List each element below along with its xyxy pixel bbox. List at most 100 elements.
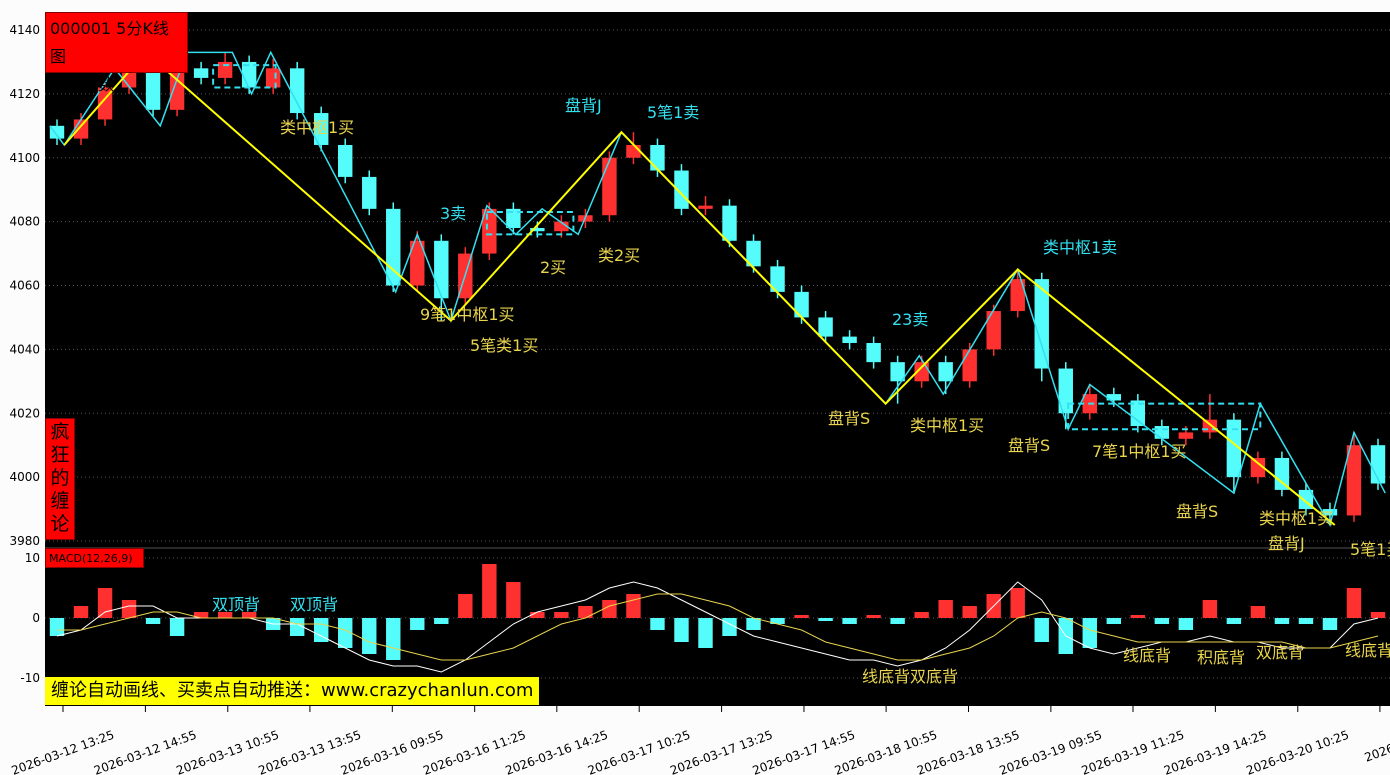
annotation: 类中枢1卖 [1043, 238, 1117, 257]
candle-body [914, 362, 929, 382]
candle-body [554, 221, 569, 232]
y-tick-label: 3980 [9, 534, 40, 548]
macd-bar [97, 588, 113, 618]
candle-body [1154, 426, 1170, 439]
macd-bar [698, 618, 713, 648]
macd-bar [145, 618, 161, 624]
macd-bar [650, 618, 665, 630]
banner: 缠论自动画线、买卖点自动推送：www.crazychanlun.com [45, 677, 540, 705]
candle-body [890, 362, 905, 382]
candle-body [650, 144, 665, 171]
candle [1010, 269, 1025, 318]
annotation: 盘背S [828, 409, 870, 428]
candle-body [1106, 394, 1121, 401]
macd-bar [1154, 618, 1170, 624]
candle [842, 330, 857, 350]
price-panel [49, 50, 1386, 527]
y-tick-label: 4060 [9, 279, 40, 293]
candle-body [265, 68, 281, 88]
candle-body [49, 125, 65, 139]
annotation: 类中枢1买 [280, 118, 354, 137]
candle [602, 151, 617, 222]
macd-bar [578, 606, 593, 618]
candle-body [338, 144, 353, 177]
candle-body [482, 208, 497, 254]
y-tick-label: 4120 [9, 87, 40, 101]
candle-body [289, 68, 305, 114]
candle-body [1010, 279, 1025, 312]
macd-bar [602, 600, 617, 618]
annotation: 盘背J [1268, 534, 1305, 553]
macd-annotation: 线底背双底背 [862, 667, 958, 686]
macd-bar [794, 615, 809, 618]
candle [289, 61, 305, 120]
dif-line [56, 581, 1379, 673]
candle [1130, 394, 1146, 433]
macd-bar [1298, 618, 1314, 624]
candle [698, 196, 713, 216]
macd-bar [1274, 618, 1290, 624]
candle [674, 164, 689, 216]
candle-body [434, 240, 449, 299]
candle [193, 61, 209, 85]
annotation: 类2买 [598, 246, 640, 265]
macd-bar [338, 618, 353, 648]
candle [1274, 451, 1290, 497]
candle-body [1034, 279, 1049, 369]
candle [986, 304, 1001, 356]
macd-bar [1130, 615, 1146, 618]
macd-bar [674, 618, 689, 642]
candle-body [842, 336, 857, 343]
macd-bar [217, 612, 233, 618]
macd-bar [73, 606, 89, 618]
candle-body [866, 342, 881, 363]
candle [818, 311, 833, 343]
macd-bar [289, 618, 305, 636]
candle-body [674, 170, 689, 209]
title-box: 000001 5分K线图 上证指数 [45, 12, 188, 94]
macd-bar [482, 564, 497, 618]
macd-bar [506, 582, 521, 618]
macd-bar [530, 612, 545, 618]
dea-line [57, 593, 1379, 661]
candle [722, 199, 737, 248]
macd-bar [1082, 618, 1097, 648]
candle [914, 355, 929, 388]
candle-body [1178, 432, 1194, 439]
macd-bar [1010, 588, 1025, 618]
macd-bar [1370, 612, 1386, 618]
candle-body [530, 228, 545, 232]
candle [410, 231, 425, 292]
candle [1034, 272, 1049, 382]
candle-body [722, 205, 737, 241]
candle [746, 234, 761, 273]
candle-body [962, 349, 977, 382]
macd-bar [1250, 606, 1266, 618]
macd-bar [49, 618, 65, 636]
macd-bar [410, 618, 425, 630]
hub [212, 64, 277, 89]
annotation: 7笔1中枢1买 [1092, 442, 1187, 461]
macd-bar [1106, 618, 1121, 624]
macd-bar [626, 594, 641, 618]
annotation: 盘背S [1008, 436, 1050, 455]
candle-body [1058, 368, 1073, 414]
macd-annotation: 双顶背 [290, 595, 338, 614]
candle-body [1346, 445, 1362, 516]
candle [1058, 362, 1073, 430]
annotation: 2买 [540, 258, 566, 277]
y-tick-label: 4040 [9, 342, 40, 356]
candle-body [602, 157, 617, 216]
macd-tick-label: 0 [32, 611, 40, 625]
annotation: 5笔1卖 [647, 103, 699, 122]
candle-body [410, 240, 425, 286]
macd-annotation: 双顶背 [212, 595, 260, 614]
candle [314, 106, 329, 152]
candle [1346, 432, 1362, 522]
macd-bar [241, 612, 257, 618]
candle [1250, 451, 1266, 484]
macd-bar [1178, 618, 1194, 630]
annotation: 3卖 [440, 204, 466, 223]
